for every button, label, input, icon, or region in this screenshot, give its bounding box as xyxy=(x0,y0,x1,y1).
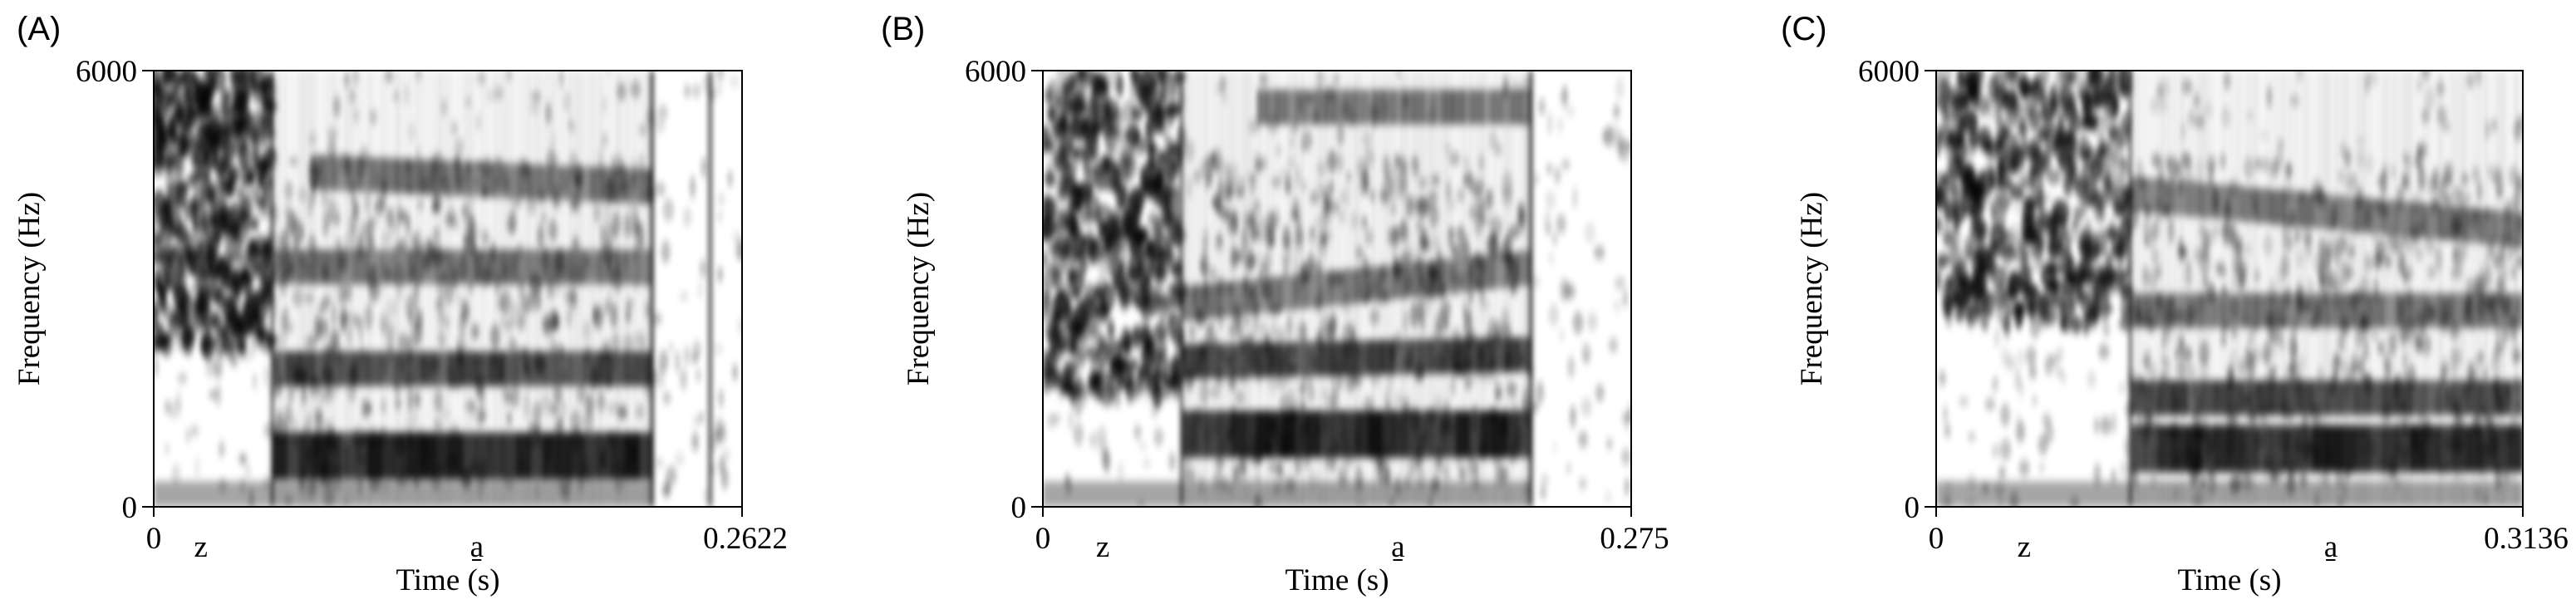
y-tick-label: 6000 xyxy=(965,55,1026,89)
x-tick-label: 0.275 xyxy=(1600,522,1669,556)
x-tick-label: 0 xyxy=(1035,522,1051,556)
segment-label: a̱ xyxy=(470,530,484,564)
y-tick-label: 0 xyxy=(122,491,138,525)
y-tick-label: 6000 xyxy=(1858,55,1920,89)
segment-label: a̱ xyxy=(1391,530,1404,564)
spectrogram-energy xyxy=(1043,71,1631,507)
plot-frame xyxy=(153,70,743,508)
segment-label: z xyxy=(194,530,207,564)
x-tick-label: 0 xyxy=(146,522,162,556)
x-tick-label: 0.2622 xyxy=(703,522,788,556)
y-axis-title: Frequency (Hz) xyxy=(1795,192,1829,386)
y-tick-label: 0 xyxy=(1905,491,1920,525)
panel-label: (B) xyxy=(881,11,925,47)
y-tick-label: 6000 xyxy=(76,55,137,89)
x-tick-label: 0.3136 xyxy=(2484,522,2569,556)
panel-label: (C) xyxy=(1781,11,1827,47)
spectrogram-energy xyxy=(154,71,742,507)
x-tick-label: 0 xyxy=(1929,522,1944,556)
y-axis-title: Frequency (Hz) xyxy=(902,192,936,386)
segment-label: a̱ xyxy=(2324,530,2338,564)
spectrogram-panel-a: (A) 6000 00 0.2622 z a̱Time (s) Frequency (Hz) xyxy=(12,11,788,597)
spectrogram-panel-b: (B) 6000 00 0.275 z a̱Time (s) Frequency (Hz) xyxy=(881,11,1669,597)
spectrogram-panel-c: (C) 6000 00 0.3136 z a̱ Time (s) Frequency (Hz) xyxy=(1781,11,2569,597)
plot-frame xyxy=(1042,70,1632,508)
x-axis-title: Time (s) xyxy=(396,563,499,597)
x-axis-title: Time (s) xyxy=(2177,563,2281,597)
y-axis-title: Frequency (Hz) xyxy=(12,192,47,386)
panel-label: (A) xyxy=(17,11,61,47)
plot-frame xyxy=(1935,70,2524,508)
spectrogram-energy xyxy=(1936,71,2523,507)
x-axis-title: Time (s) xyxy=(1285,563,1389,597)
y-tick-label: 0 xyxy=(1011,491,1027,525)
segment-label: z xyxy=(2018,530,2031,564)
segment-label: z xyxy=(1096,530,1109,564)
